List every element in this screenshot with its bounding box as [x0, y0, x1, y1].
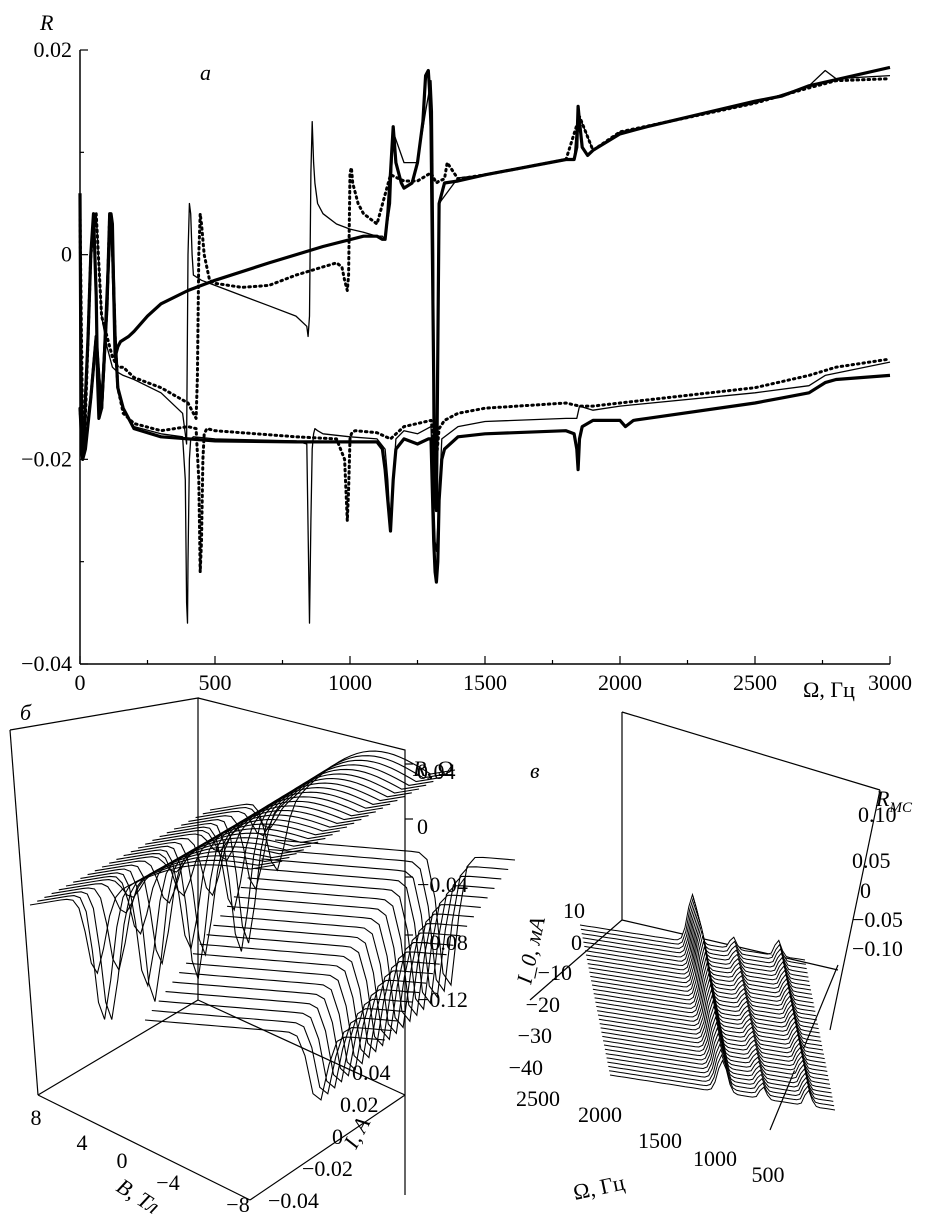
- y-tick-label: −20: [526, 992, 560, 1017]
- x-axis-label: Ω, Гц: [803, 677, 855, 702]
- panel-label-a: a: [200, 60, 211, 85]
- y-tick-label: −10: [538, 960, 572, 985]
- x-tick-label: 0: [117, 1148, 128, 1173]
- mesh-trace: [192, 953, 433, 1059]
- mesh-trace: [29, 864, 276, 975]
- mesh-trace: [188, 764, 434, 891]
- y-tick-label: 0.02: [340, 1092, 379, 1117]
- x-tick-label: 2500: [733, 670, 777, 695]
- x-tick-label: 1000: [693, 1146, 737, 1171]
- x-tick-label: 0: [75, 670, 86, 695]
- box-right-c: [829, 789, 881, 1031]
- x-tick-label: 2000: [598, 670, 642, 695]
- x-tick-label: −8: [226, 1192, 249, 1217]
- z-tick-label: 0: [417, 814, 428, 839]
- z-tick-label: −0.04: [417, 872, 468, 897]
- mesh-trace: [144, 1019, 386, 1101]
- x-tick-label: 2500: [516, 1086, 560, 1111]
- panel-c-3d: 0.10 0.05 0 −0.05 −0.10 10 0 −10 −20 −30 −40 2500 20…: [509, 711, 913, 1205]
- x-tick-label: 500: [752, 1162, 785, 1187]
- waterfall-trace: [609, 1059, 836, 1111]
- mesh-trace: [181, 768, 427, 944]
- box-right-floor-c: [769, 964, 839, 1131]
- mesh-trace: [202, 755, 448, 829]
- mesh-trace: [274, 839, 516, 987]
- panel-b-3d: 0.04 0 −0.04 −0.08 −0.12 8 4 0 −4 −8 0.04 0.02 0 −0.0…: [9, 697, 516, 1219]
- x-tick-label: 500: [199, 670, 232, 695]
- y-tick-label: −0.04: [21, 651, 72, 676]
- mesh-trace: [209, 750, 456, 872]
- panel-a: 0 500 1000 1500 2000 2500 30000.020−0.02−0.04 …: [21, 10, 912, 702]
- y-tick-label: −30: [518, 1023, 552, 1048]
- z-tick-label: −0.12: [417, 987, 468, 1012]
- box-bottom-front: [37, 1094, 251, 1201]
- x-tick-label: 1500: [638, 1128, 682, 1153]
- y-tick-label: 0.04: [352, 1060, 391, 1085]
- z-tick-label: 0.04: [417, 759, 456, 784]
- box-top-c: [621, 711, 881, 791]
- mesh-trace: [158, 1000, 399, 1089]
- box-back-left-c: [529, 712, 623, 1001]
- box-front-left: [9, 729, 39, 1096]
- surface-mesh-b: [29, 750, 516, 1101]
- y-tick-label: 0: [571, 930, 582, 955]
- panel-label-b: б: [20, 700, 32, 725]
- surface-mesh-c: [579, 892, 836, 1111]
- series-line-dotted: [78, 212, 892, 574]
- mesh-trace: [261, 858, 502, 999]
- mesh-trace: [186, 962, 427, 1065]
- box-bottom-right: [249, 1094, 406, 1201]
- z-axis-label-b: R, Ω: [412, 756, 454, 781]
- mesh-trace: [213, 924, 454, 1041]
- y-tick-label: −0.02: [302, 1156, 353, 1181]
- y-tick-label: 0: [332, 1124, 343, 1149]
- mesh-trace: [165, 991, 406, 1083]
- box-back-left: [9, 697, 199, 1096]
- x-tick-label: 2000: [578, 1102, 622, 1127]
- z-tick-label: 0: [860, 878, 871, 903]
- z-tick-label: −0.08: [417, 930, 468, 955]
- mesh-trace: [220, 915, 461, 1035]
- mesh-trace: [268, 848, 509, 993]
- mesh-trace: [233, 896, 474, 1023]
- x-tick-label: −4: [156, 1170, 179, 1195]
- z-tick-label: −0.10: [852, 936, 903, 961]
- x-tick-label: 3000: [868, 670, 912, 695]
- mesh-trace: [179, 972, 420, 1071]
- z-tick-label: −0.05: [852, 907, 903, 932]
- mesh-trace: [227, 905, 468, 1029]
- series-line-thick: [78, 65, 891, 513]
- series-line-dotted: [78, 77, 892, 441]
- x-axis-label-c: Ω, Гц: [571, 1170, 627, 1205]
- y-tick-label: 10: [563, 898, 585, 923]
- x-tick-label: 1000: [328, 670, 372, 695]
- z-tick-label: 0.05: [852, 848, 891, 873]
- x-tick-label: 8: [31, 1105, 42, 1130]
- mesh-trace: [247, 877, 488, 1011]
- mesh-trace: [151, 1009, 392, 1095]
- x-tick-label: 4: [77, 1130, 88, 1155]
- mesh-trace: [206, 934, 447, 1047]
- mesh-trace: [37, 859, 283, 1020]
- mesh-trace: [80, 832, 326, 988]
- y-tick-label: 0.02: [34, 37, 73, 62]
- mesh-trace: [240, 886, 481, 1017]
- box-back-right: [197, 697, 406, 1195]
- y-tick-label: 0: [61, 242, 72, 267]
- mesh-trace: [172, 981, 413, 1077]
- mesh-trace: [195, 759, 441, 837]
- series-line-thin: [79, 69, 891, 512]
- panel-label-c: в: [530, 758, 540, 783]
- y-tick-label: −40: [509, 1055, 543, 1080]
- mesh-trace: [199, 943, 440, 1053]
- y-axis-label: R: [39, 10, 54, 35]
- x-tick-label: 1500: [463, 670, 507, 695]
- y-tick-label: −0.04: [268, 1188, 319, 1213]
- y-tick-label: −0.02: [21, 446, 72, 471]
- z-tick-label: 0.10: [858, 802, 897, 827]
- mesh-trace: [254, 867, 495, 1005]
